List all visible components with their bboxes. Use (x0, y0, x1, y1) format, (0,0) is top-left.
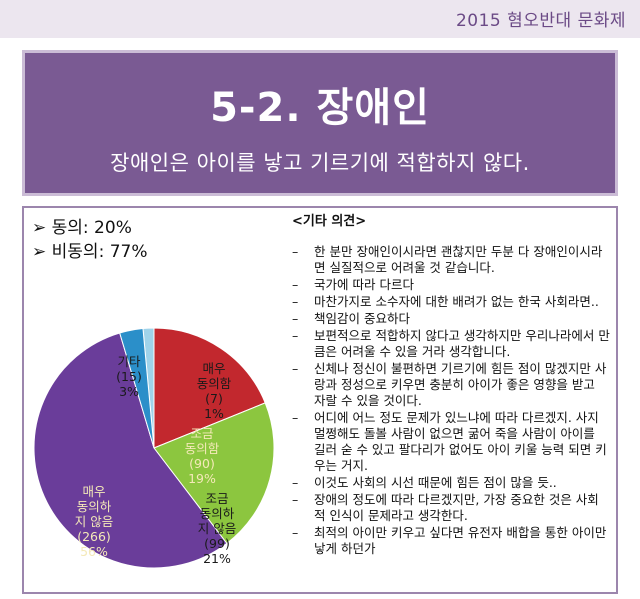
pie-label-line: 조금 (190, 426, 213, 441)
comment-item: – 장애의 정도에 따라 다르겠지만, 가장 중요한 것은 사회적 인식이 문제라… (292, 492, 610, 524)
comment-text: 장애의 정도에 따라 다르겠지만, 가장 중요한 것은 사회적 인식이 문제라고… (314, 492, 599, 523)
comment-item: – 어디에 어느 정도 문제가 있느냐에 따라 다르겠지. 사지 멀쩡해도 돌볼 … (292, 410, 610, 474)
comment-dash: – (292, 475, 299, 490)
pie-label-line: 지 않음 (198, 521, 236, 536)
comment-item: – 신체나 정신이 불편하면 기르기에 힘든 점이 많겠지만 사랑과 정성으로 키… (292, 361, 610, 409)
comment-dash: – (292, 410, 299, 425)
pie-label-line: 1% (204, 406, 224, 421)
comments-section: <기타 의견> – 한 분만 장애인이시라면 괜찮지만 두분 다 장애인이시라면 … (292, 214, 610, 558)
summary-list: ➢ 동의: 20% ➢ 비동의: 77% (32, 216, 147, 264)
pie-slice (119, 327, 155, 449)
pie-label-line: (99) (204, 536, 230, 551)
comment-text: 신체나 정신이 불편하면 기르기에 힘든 점이 많겠지만 사랑과 정성으로 키우… (314, 361, 607, 408)
comment-item: – 보편적으로 적합하지 않다고 생각하지만 우리나라에서 만큼은 어려울 수 있… (292, 328, 610, 360)
pie-label-line: 매우 (202, 361, 225, 376)
event-title: 2015 혐오반대 문화제 (455, 11, 626, 31)
slide-subtitle: 장애인은 아이를 낳고 기르기에 적합하지 않다. (110, 151, 530, 175)
comment-item: – 책임감이 중요하다 (292, 311, 610, 327)
pie-label-line: 19% (188, 471, 216, 486)
comment-text: 보편적으로 적합하지 않다고 생각하지만 우리나라에서 만큼은 어려울 수 있을… (314, 328, 610, 359)
pie-label-line: 지 않음 (75, 514, 113, 529)
comment-dash: – (292, 244, 299, 259)
pie-label-line: 21% (203, 551, 231, 566)
pie-slice (33, 332, 228, 569)
pie-label-line: 3% (119, 384, 139, 399)
comment-item: – 마찬가지로 소수자에 대한 배려가 없는 한국 사회라면.. (292, 294, 610, 310)
comment-dash: – (292, 328, 299, 343)
pie-label-line: 동의함 (185, 441, 220, 456)
comment-text: 마찬가지로 소수자에 대한 배려가 없는 한국 사회라면.. (314, 294, 599, 309)
comment-item: – 국가에 따라 다르다 (292, 277, 610, 293)
title-banner: 5-2. 장애인 장애인은 아이를 낳고 기르기에 적합하지 않다. (22, 50, 618, 196)
pie-slice-label: 기타(15)3% (116, 354, 142, 399)
comment-dash: – (292, 525, 299, 540)
comment-text: 국가에 따라 다르다 (314, 277, 414, 292)
comment-text: 한 분만 장애인이시라면 괜찮지만 두분 다 장애인이시라면 실질적으로 어려울… (314, 244, 603, 275)
comment-list: – 한 분만 장애인이시라면 괜찮지만 두분 다 장애인이시라면 실질적으로 어려… (292, 244, 610, 557)
comments-title: <기타 의견> (292, 214, 367, 229)
slide-title: 5-2. 장애인 (210, 85, 430, 131)
pie-slice (153, 402, 275, 545)
summary-agree: ➢ 동의: 20% (32, 218, 132, 238)
comment-item: – 최적의 아이만 키우고 싶다면 유전자 배합을 통한 아이만 낳게 하던가 (292, 525, 610, 557)
comment-item: – 한 분만 장애인이시라면 괜찮지만 두분 다 장애인이시라면 실질적으로 어려… (292, 244, 610, 276)
comment-dash: – (292, 311, 299, 326)
pie-label-line: (7) (205, 391, 223, 406)
comment-text: 책임감이 중요하다 (314, 311, 410, 326)
pie-label-line: 동의하 (77, 499, 112, 514)
comment-text: 최적의 아이만 키우고 싶다면 유전자 배합을 통한 아이만 낳게 하던가 (314, 525, 607, 556)
pie-label-line: 매우 (82, 484, 105, 499)
top-bar (0, 0, 640, 38)
comment-dash: – (292, 294, 299, 309)
pie-label-line: 동의하 (200, 506, 235, 521)
comment-dash: – (292, 277, 299, 292)
comment-text: 어디에 어느 정도 문제가 있느냐에 따라 다르겠지. 사지 멀쩡해도 돌볼 사… (314, 410, 607, 473)
pie-label-line: 조금 (205, 491, 228, 506)
summary-disagree: ➢ 비동의: 77% (32, 242, 148, 262)
comment-dash: – (292, 492, 299, 507)
comment-text: 이것도 사회의 시선 때문에 힘든 점이 많을 듯.. (314, 475, 557, 490)
pie-label-line: 기타 (117, 354, 141, 369)
pie-label-line: 동의함 (197, 376, 232, 391)
pie-slice (153, 327, 266, 449)
pie-label-line: (90) (189, 456, 215, 471)
content-panel: ➢ 동의: 20% ➢ 비동의: 77% 매우 동의함 (7) 1% 조금 동의함 (90)… (22, 206, 618, 594)
comment-item: – 이것도 사회의 시선 때문에 힘든 점이 많을 듯.. (292, 475, 610, 491)
pie-label-line: (15) (116, 369, 142, 384)
pie-label-line: 56% (80, 544, 108, 559)
pie-label-line: (266) (77, 529, 111, 544)
comment-dash: – (292, 361, 299, 376)
